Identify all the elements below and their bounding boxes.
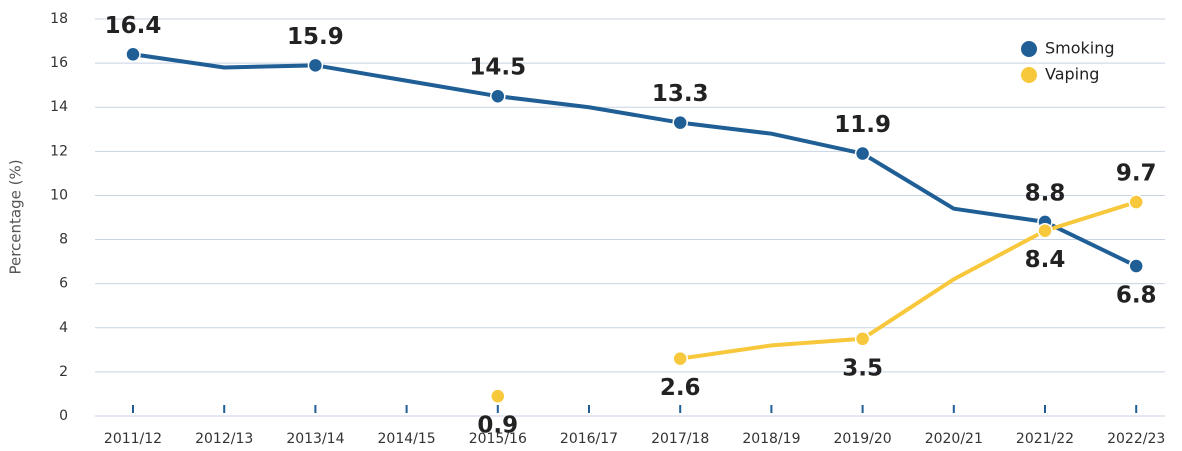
series-line — [132, 52, 1138, 268]
x-tick-label: 2018/19 — [742, 431, 800, 447]
data-label: 16.4 — [105, 13, 162, 39]
x-tick-label: 2013/14 — [286, 431, 344, 447]
y-tick-label: 8 — [59, 232, 68, 248]
data-label: 14.5 — [469, 55, 526, 81]
data-point — [1128, 194, 1144, 210]
legend-marker — [1021, 41, 1037, 57]
data-point — [1037, 222, 1053, 239]
y-tick-label: 12 — [50, 143, 68, 159]
y-tick-label: 0 — [59, 408, 68, 424]
data-label: 6.8 — [1116, 283, 1157, 309]
x-tick-label: 2017/18 — [651, 431, 709, 447]
x-tick-label: 2016/17 — [560, 431, 618, 447]
legend-marker — [1021, 67, 1037, 83]
data-point — [125, 46, 141, 63]
x-tick-label: 2020/21 — [925, 431, 983, 447]
x-tick-label: 2021/22 — [1016, 431, 1074, 447]
x-tick-label: 2014/15 — [378, 431, 436, 447]
y-tick-label: 2 — [59, 364, 68, 380]
data-point — [672, 350, 688, 367]
data-label: 3.5 — [842, 355, 883, 381]
x-tick-label: 2022/23 — [1107, 431, 1165, 447]
series-line — [679, 200, 1137, 361]
y-tick-label: 10 — [50, 187, 68, 203]
data-point — [307, 57, 324, 74]
data-point — [672, 114, 688, 131]
y-tick-label: 4 — [59, 320, 68, 336]
legend-label: Smoking — [1045, 39, 1115, 58]
y-axis-label: Percentage (%) — [7, 159, 25, 274]
x-tick-label: 2012/13 — [195, 431, 253, 447]
data-label: 11.9 — [834, 112, 891, 138]
y-tick-label: 16 — [50, 55, 68, 71]
x-tick-label: 2019/20 — [834, 431, 892, 447]
data-label: 2.6 — [660, 375, 701, 401]
data-point — [854, 145, 871, 162]
data-point — [490, 88, 506, 104]
x-tick-label: 2015/16 — [469, 431, 527, 447]
x-tick-label: 2011/12 — [104, 431, 162, 447]
data-point — [1128, 258, 1144, 274]
data-label: 0.9 — [477, 413, 518, 439]
y-tick-label: 14 — [50, 99, 68, 115]
data-label: 15.9 — [287, 24, 344, 50]
legend-label: Vaping — [1045, 65, 1099, 84]
data-point — [490, 388, 506, 404]
data-label: 13.3 — [652, 81, 709, 107]
y-tick-label: 18 — [50, 11, 68, 27]
data-label: 8.8 — [1025, 180, 1066, 206]
data-label: 8.4 — [1025, 247, 1066, 273]
y-tick-label: 6 — [59, 276, 68, 292]
data-point — [854, 331, 871, 347]
data-label: 9.7 — [1116, 161, 1157, 187]
